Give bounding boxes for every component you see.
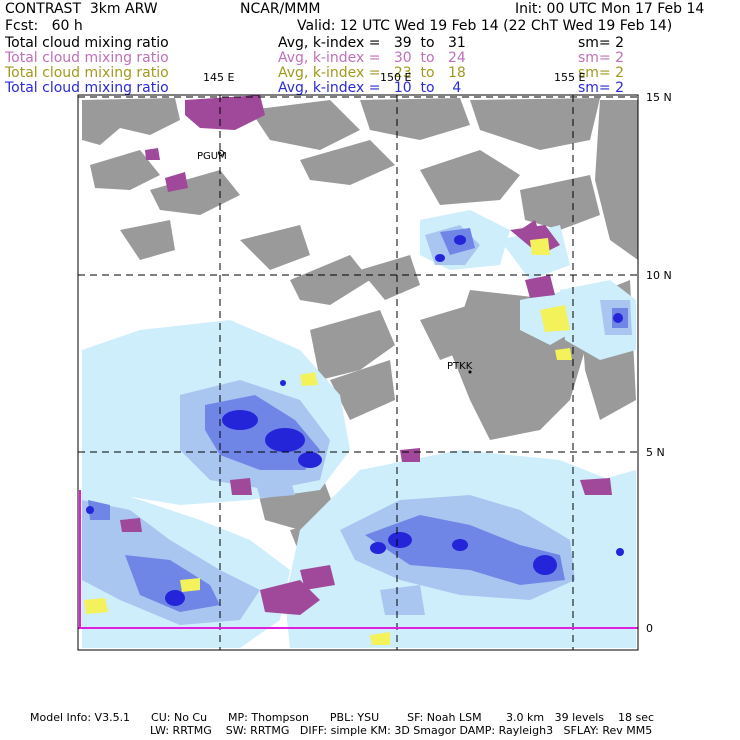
model-info-line-2: LW: RRTMG SW: RRTMG DIFF: simple KM: 3D …	[150, 724, 653, 737]
model-info-line-1: Model Info: V3.5.1 CU: No Cu MP: Thompso…	[30, 711, 655, 724]
organization-label: NCAR/MMM	[240, 1, 321, 17]
lat-label-0: 0	[646, 622, 653, 635]
legend-smooth-3: sm= 2	[578, 65, 625, 81]
deep-blue-cores	[86, 235, 624, 606]
legend-smooth-2: sm= 2	[578, 50, 625, 66]
lat-label-5n: 5 N	[646, 446, 665, 459]
forecast-hour: Fcst: 60 h	[5, 18, 83, 34]
lon-label-155: 155 E	[554, 71, 586, 84]
legend-smooth-4: sm= 2	[578, 80, 625, 96]
lon-label-150: 150 E	[380, 71, 412, 84]
legend-smooth-1: sm= 2	[578, 35, 625, 51]
legend-field-1: Total cloud mixing ratio	[5, 35, 169, 51]
legend-field-3: Total cloud mixing ratio	[5, 65, 169, 81]
legend-range-2: Avg, k-index = 30 to 24	[278, 50, 466, 66]
magenta-cloud-layer	[120, 95, 612, 615]
station-label-pgum: PGUM	[197, 151, 227, 162]
lon-label-145: 145 E	[203, 71, 235, 84]
mid-blue-layer	[88, 228, 628, 612]
low-cloud-layer	[82, 210, 636, 648]
legend-range-3: Avg, k-index = 23 to 18	[278, 65, 466, 81]
model-title: CONTRAST 3km ARW	[5, 1, 158, 17]
lat-lon-grid	[78, 95, 638, 650]
map-background	[78, 95, 638, 650]
light-blue-layer	[82, 225, 632, 625]
legend-range-1: Avg, k-index = 39 to 31	[278, 35, 466, 51]
lat-label-10n: 10 N	[646, 269, 672, 282]
legend-range-4: Avg, k-index = 10 to 4	[278, 80, 462, 96]
station-label-ptkk: PTKK	[447, 361, 473, 372]
valid-time: Valid: 12 UTC Wed 19 Feb 14 (22 ChT Wed …	[297, 18, 673, 34]
legend-field-4: Total cloud mixing ratio	[5, 80, 169, 96]
gray-cloud-layer	[82, 98, 638, 555]
lat-label-15n: 15 N	[646, 91, 672, 104]
init-time: Init: 00 UTC Mon 17 Feb 14	[515, 1, 705, 17]
yellow-cloud-layer	[84, 238, 572, 645]
legend-field-2: Total cloud mixing ratio	[5, 50, 169, 66]
map-frame	[77, 94, 639, 651]
